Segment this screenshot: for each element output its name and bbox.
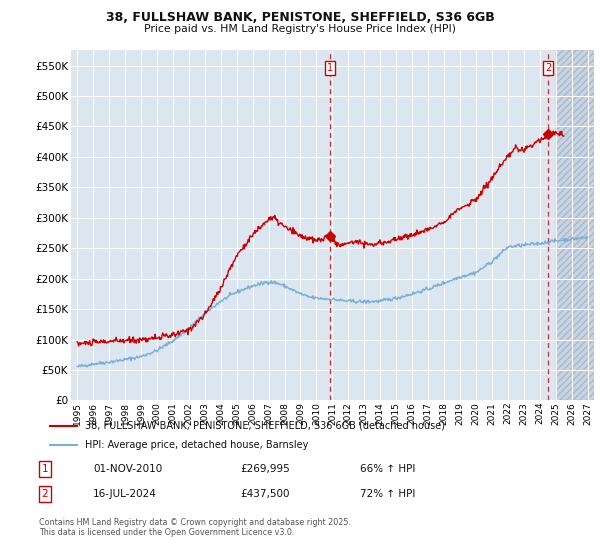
Text: 2: 2: [545, 63, 551, 73]
Text: Contains HM Land Registry data © Crown copyright and database right 2025.
This d: Contains HM Land Registry data © Crown c…: [39, 518, 351, 538]
Bar: [556, 50, 594, 400]
Text: 01-NOV-2010: 01-NOV-2010: [93, 464, 162, 474]
Text: 38, FULLSHAW BANK, PENISTONE, SHEFFIELD, S36 6GB (detached house): 38, FULLSHAW BANK, PENISTONE, SHEFFIELD,…: [85, 421, 445, 431]
Text: 38, FULLSHAW BANK, PENISTONE, SHEFFIELD, S36 6GB: 38, FULLSHAW BANK, PENISTONE, SHEFFIELD,…: [106, 11, 494, 24]
Text: 66% ↑ HPI: 66% ↑ HPI: [360, 464, 415, 474]
Text: HPI: Average price, detached house, Barnsley: HPI: Average price, detached house, Barn…: [85, 440, 308, 450]
Text: 2: 2: [41, 489, 49, 499]
Text: Price paid vs. HM Land Registry's House Price Index (HPI): Price paid vs. HM Land Registry's House …: [144, 24, 456, 34]
Text: 72% ↑ HPI: 72% ↑ HPI: [360, 489, 415, 499]
Text: 1: 1: [41, 464, 49, 474]
Text: £437,500: £437,500: [240, 489, 290, 499]
Text: 16-JUL-2024: 16-JUL-2024: [93, 489, 157, 499]
Text: £269,995: £269,995: [240, 464, 290, 474]
Bar: [556, 50, 594, 400]
Text: 1: 1: [326, 63, 333, 73]
